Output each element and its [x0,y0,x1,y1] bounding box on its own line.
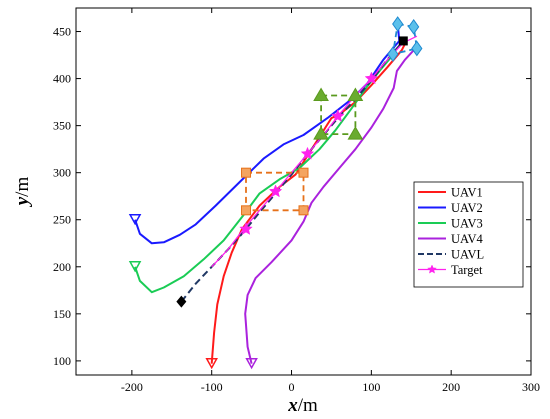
y-axis-label: y/m [12,177,33,208]
formation-square-marker [298,205,309,216]
formation-diamond-marker [411,40,423,57]
y-tick-label: 250 [53,213,71,227]
start-triangle-marker [128,213,142,226]
start-triangle-marker [128,261,142,273]
leader-start-diamond-marker [176,295,187,308]
axis-ticks: -200 -100 0 100 200 300 100 150 200 250 300 350 400 4… [53,8,540,394]
x-tick-label: -200 [121,380,143,394]
point-markers [128,36,408,370]
formation-triangle-marker [313,126,329,140]
x-tick-label: 0 [289,380,295,394]
formation-markers [241,16,423,216]
start-triangle-marker [205,357,218,370]
y-tick-label: 150 [53,307,71,321]
legend-label-uav3: UAV3 [451,217,483,231]
legend-label-uav4: UAV4 [451,232,483,246]
legend-label-uavl: UAVL [451,248,484,262]
formation-triangle-marker [347,126,364,140]
formation-square-marker [241,167,252,178]
target-star-marker [330,109,345,123]
y-tick-label: 200 [53,260,71,274]
series-line-uav4 [244,47,417,364]
y-tick-label: 450 [53,25,71,39]
series-line-uav3 [134,54,394,294]
legend-label-uav1: UAV1 [451,186,483,200]
x-tick-label: 300 [522,380,540,394]
legend-star-marker [427,264,437,274]
target-star-marker [239,221,253,235]
target-star-marker [268,184,283,198]
formation-diamond-marker [387,46,399,62]
y-tick-label: 100 [53,354,71,368]
x-tick-label: 100 [362,380,380,394]
leader-end-square-marker [398,36,408,46]
y-tick-label: 350 [53,119,71,133]
x-axis-unit: /m [298,395,318,416]
y-axis-unit: /m [12,177,33,197]
legend-label-uav2: UAV2 [451,201,483,215]
formation-square-marker [241,205,252,216]
target-star-marker [300,146,315,160]
start-triangle-marker [245,357,258,370]
y-tick-label: 400 [53,72,71,86]
x-axis-label: x/m [287,395,318,416]
series-line-uavl [180,42,403,303]
formation-square-marker [298,167,309,178]
y-tick-label: 300 [53,166,71,180]
formation-triangle-marker [347,87,364,102]
x-tick-label: 200 [442,380,460,394]
x-tick-label: -100 [201,380,223,394]
formation-triangle-marker [313,87,329,102]
formation-diamond-marker [392,16,404,32]
formation-diamond-marker [408,18,420,35]
formation-outline-diamond [391,22,418,56]
x-axis-var: x [287,395,298,416]
target-star-marker [364,71,379,85]
legend-label-target: Target [451,263,483,277]
y-axis-var: y [12,196,33,207]
